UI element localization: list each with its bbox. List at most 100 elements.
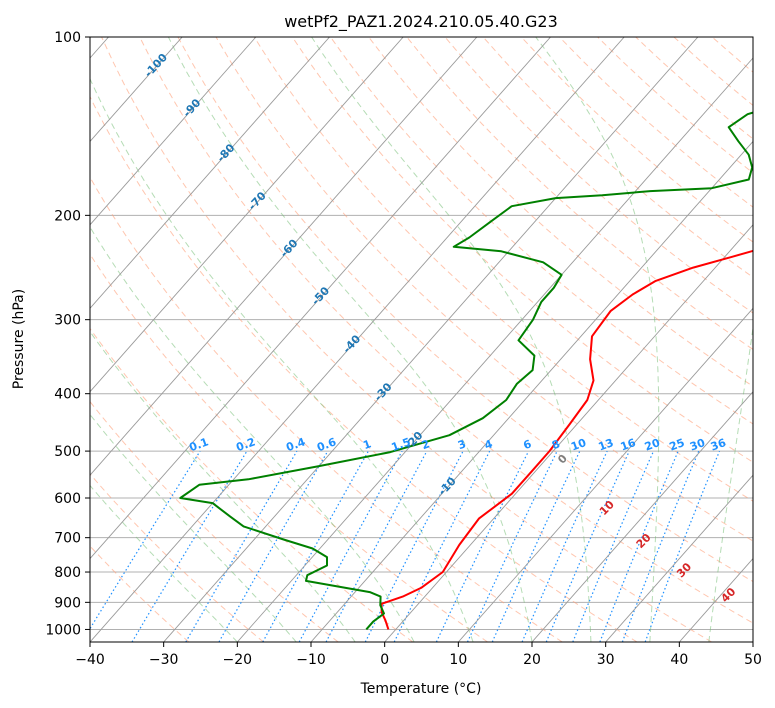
mixing-ratio-line <box>262 450 369 642</box>
dry-adiabat <box>90 253 488 642</box>
moist-adiabat <box>90 226 415 642</box>
dry-adiabat <box>482 37 753 278</box>
x-tick-label: −40 <box>75 652 105 668</box>
moist-adiabat <box>311 37 592 642</box>
dry-adiabat <box>711 37 753 73</box>
mixing-ratio-label: 10 <box>569 436 588 454</box>
isotherm-line <box>90 37 478 476</box>
mixing-ratio-line <box>466 450 558 642</box>
isotherm-line <box>90 37 183 143</box>
isotherm-line <box>678 557 753 642</box>
y-tick-label: 700 <box>54 531 81 547</box>
mixing-ratio-label: 0.1 <box>188 435 211 454</box>
dry-adiabat <box>368 37 753 387</box>
mixing-ratio-line <box>393 450 491 642</box>
dry-adiabat <box>749 37 753 40</box>
mixing-ratio-label: 20 <box>643 436 662 454</box>
mixing-ratio-label: 3 <box>456 437 468 452</box>
isotherm-line <box>531 391 753 642</box>
thetae-label: 20 <box>634 531 654 551</box>
x-tick-label: 50 <box>744 652 762 668</box>
x-tick-label: −20 <box>223 652 253 668</box>
moist-adiabat <box>90 413 297 642</box>
mixing-ratio-label: 4 <box>483 437 495 452</box>
dry-adiabat <box>673 37 753 107</box>
dry-adiabat <box>90 473 264 642</box>
y-tick-label: 800 <box>54 565 81 581</box>
mixing-ratio-line <box>521 450 608 642</box>
y-tick-label: 500 <box>54 444 81 460</box>
thetae-label: 30 <box>674 560 694 580</box>
mixing-ratio-label: 30 <box>688 436 707 454</box>
mixing-ratio-line <box>325 450 428 642</box>
mixing-ratio-line <box>644 450 721 642</box>
isotherm-line <box>90 37 404 393</box>
moist-adiabat <box>535 37 660 642</box>
moist-adiabat <box>90 77 474 642</box>
chart-title: wetPf2_PAZ1.2024.210.05.40.G23 <box>284 12 558 32</box>
mixing-ratio-line <box>90 450 201 630</box>
x-tick-label: −30 <box>149 652 179 668</box>
dry-adiabat <box>253 37 753 502</box>
isotherm-line <box>90 37 551 560</box>
isotherm-line <box>384 224 753 642</box>
mixing-ratio-label: 13 <box>597 436 616 453</box>
x-axis-label: Temperature (°C) <box>360 681 482 697</box>
mixing-ratio-label: 0.6 <box>315 435 338 454</box>
isotherm-line <box>90 37 330 309</box>
isotherm-line <box>752 641 753 642</box>
y-tick-label: 100 <box>54 30 81 46</box>
mixing-ratio-label: 8 <box>550 437 562 452</box>
isotherm-line <box>90 37 625 642</box>
mixing-ratio-label: 16 <box>619 436 638 454</box>
mixing-ratio-line <box>218 450 329 642</box>
mixing-ratio-label: 1.5 <box>390 435 413 454</box>
isotherm-line <box>236 57 753 642</box>
mixing-ratio-line <box>491 450 581 642</box>
y-tick-label: 400 <box>54 387 81 403</box>
plot-frame <box>89 36 754 643</box>
profile-line-2 <box>179 111 753 631</box>
x-tick-label: 0 <box>380 652 389 668</box>
dry-adiabat <box>90 545 190 642</box>
mixing-ratio-line <box>572 450 655 642</box>
moist-adiabat <box>708 324 753 642</box>
isotherm-line <box>457 307 753 642</box>
y-tick-label: 600 <box>54 491 81 507</box>
dry-adiabat <box>90 95 638 642</box>
dry-adiabat <box>139 37 753 624</box>
profile-line-1 <box>380 249 753 630</box>
x-tick-label: −10 <box>296 652 326 668</box>
dry-adiabat <box>90 400 339 642</box>
dry-adiabat <box>520 37 753 243</box>
thetae-label: 0 <box>555 452 570 467</box>
dry-adiabat <box>177 37 753 583</box>
mixing-ratio-label: 2 <box>420 437 432 452</box>
x-tick-label: 30 <box>597 652 615 668</box>
isotherm-line <box>310 140 753 642</box>
y-tick-label: 200 <box>54 208 81 224</box>
y-axis-label: Pressure (hPa) <box>11 289 27 389</box>
x-tick-label: 40 <box>670 652 688 668</box>
x-tick-label: 10 <box>449 652 467 668</box>
dry-adiabat <box>101 37 712 642</box>
mixing-ratio-label: 1 <box>361 437 373 452</box>
moist-adiabat <box>90 330 356 642</box>
isotherm-line <box>163 37 699 642</box>
mixing-ratio-line <box>621 450 700 642</box>
dry-adiabat <box>90 176 563 642</box>
isotherm-line <box>605 474 753 642</box>
thetae-label: 10 <box>597 498 617 518</box>
moist-adiabat <box>167 37 533 642</box>
mixing-ratio-label: 25 <box>668 436 687 453</box>
moist-adiabat <box>90 484 238 642</box>
dry-adiabat <box>291 37 753 463</box>
mixing-ratio-label: 36 <box>709 436 728 454</box>
y-tick-label: 300 <box>54 313 81 329</box>
mixing-ratio-line <box>599 450 679 642</box>
plot-area: 0.1 0.2 0.4 0.6 1 1.5 2 3 4 6 8 10 13 16 20 25 30 36-100-… <box>90 37 753 642</box>
mixing-ratio-line <box>298 450 403 642</box>
mixing-ratio-label: 0.4 <box>284 435 307 454</box>
mixing-ratio-label: 0.2 <box>234 435 257 454</box>
